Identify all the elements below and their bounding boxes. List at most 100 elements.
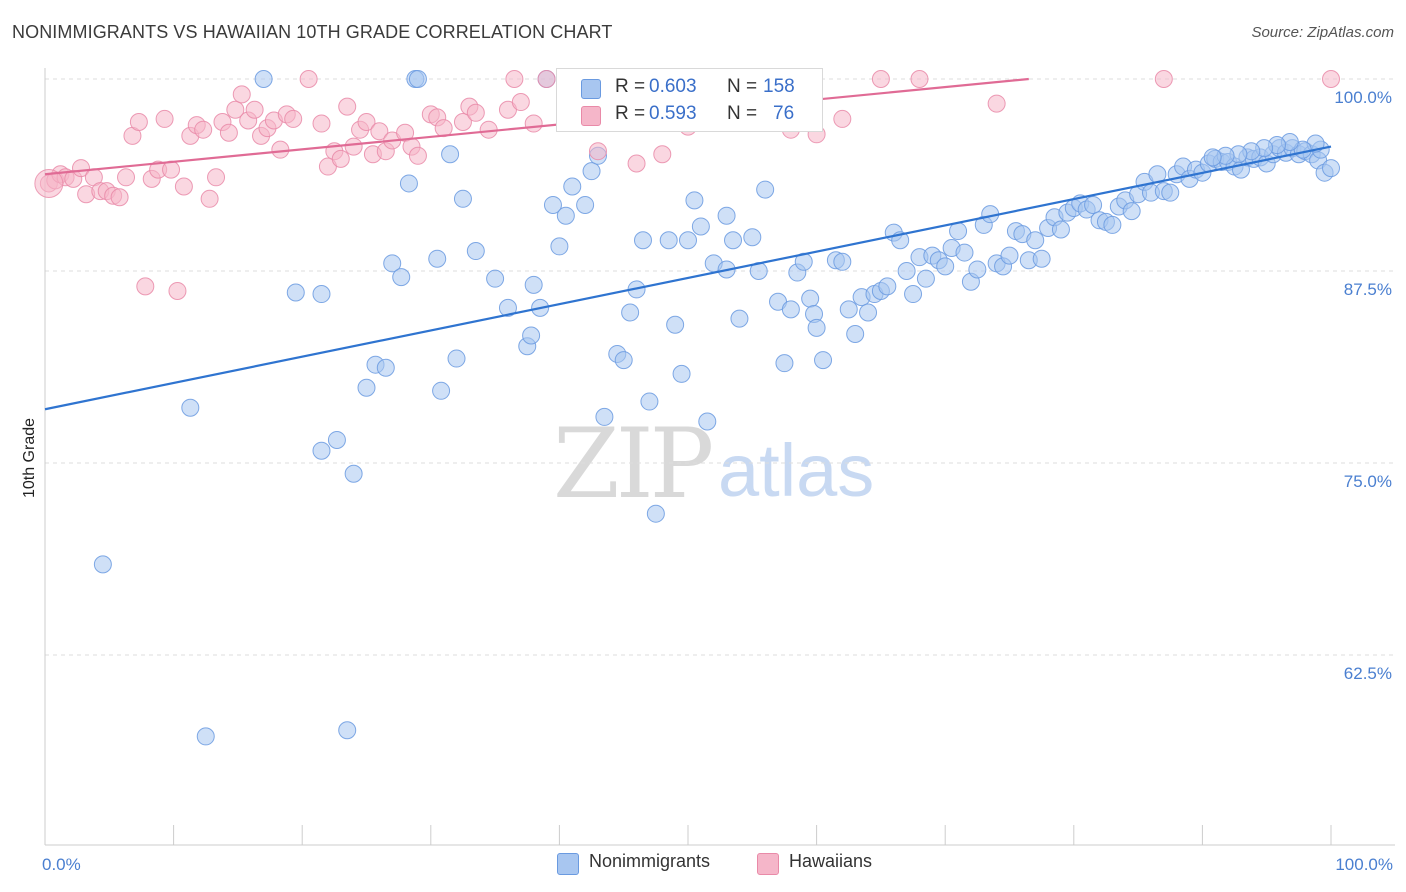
nonimmigrants-point xyxy=(556,206,575,225)
nonimmigrants-point xyxy=(466,242,485,261)
nonimmigrants-point xyxy=(392,268,411,287)
nonimmigrants-point xyxy=(672,364,691,383)
nonimmigrants-point xyxy=(522,326,541,345)
nonimmigrants-point xyxy=(582,162,601,181)
nonimmigrants-point xyxy=(254,70,273,88)
nonimmigrants-point xyxy=(949,222,968,241)
legend-r-value: 0.593 xyxy=(649,103,697,124)
nonimmigrants-point xyxy=(486,269,505,288)
bottom-legend-swatch-hawaiians xyxy=(757,853,779,875)
nonimmigrants-point xyxy=(498,298,517,317)
nonimmigrants-point xyxy=(685,191,704,210)
nonimmigrants-point xyxy=(1032,249,1051,268)
nonimmigrants-point xyxy=(833,252,852,271)
nonimmigrants-point xyxy=(640,392,659,411)
nonimmigrants-point xyxy=(1000,246,1019,265)
hawaiians-point xyxy=(344,137,363,156)
nonimmigrants-point xyxy=(839,300,858,319)
legend-n-value: 76 xyxy=(773,103,795,124)
watermark-zip: ZIP xyxy=(553,408,714,520)
nonimmigrants-point xyxy=(878,277,897,296)
hawaiians-point xyxy=(155,109,174,128)
hawaiians-point xyxy=(219,123,238,142)
y-axis-label: 10th Grade xyxy=(21,418,38,498)
legend-r-label: R = xyxy=(615,76,646,97)
y-tick-label: 100.0% xyxy=(1334,88,1392,107)
hawaiians-point xyxy=(910,70,929,88)
hawaiians-point xyxy=(117,168,136,187)
nonimmigrants-point xyxy=(196,727,215,746)
nonimmigrants-point xyxy=(1203,148,1222,167)
nonimmigrants-point xyxy=(904,285,923,304)
nonimmigrants-point xyxy=(781,300,800,319)
nonimmigrants-point xyxy=(691,217,710,236)
hawaiians-point xyxy=(207,168,226,187)
tick-label-layer: 100.0% 87.5% 75.0% 62.5% 0.0% 100.0% xyxy=(42,88,1393,874)
nonimmigrants-point xyxy=(897,262,916,280)
hawaiians-point xyxy=(136,277,155,296)
hawaiians-trend-line xyxy=(44,77,1029,176)
watermark-atlas: atlas xyxy=(718,429,875,512)
hawaiians-point xyxy=(511,93,530,112)
nonimmigrants-point xyxy=(936,257,955,276)
nonimmigrants-point xyxy=(724,231,743,250)
nonimmigrants-point xyxy=(453,189,472,208)
hawaiians-point xyxy=(271,140,290,159)
legend-n-value: 158 xyxy=(763,76,795,97)
points-layer xyxy=(34,70,1340,746)
legend-n-label: N = xyxy=(727,103,758,124)
nonimmigrants-point xyxy=(717,206,736,225)
y-tick-label: 87.5% xyxy=(1344,280,1392,299)
nonimmigrants-point xyxy=(432,381,451,400)
hawaiians-point xyxy=(226,100,245,119)
nonimmigrants-point xyxy=(327,430,346,449)
source-label: Source: ZipAtlas.com xyxy=(1251,24,1394,41)
hawaiians-point xyxy=(174,177,193,196)
hawaiians-point xyxy=(129,113,148,132)
trend-layer xyxy=(44,77,1332,411)
hawaiians-point xyxy=(466,103,485,122)
nonimmigrants-point xyxy=(376,358,395,377)
x-tick-label: 0.0% xyxy=(42,855,81,874)
nonimmigrants-point xyxy=(1103,215,1122,234)
hawaiians-point-large xyxy=(34,168,64,198)
nonimmigrants-point xyxy=(859,303,878,322)
nonimmigrants-point xyxy=(775,354,794,373)
hawaiians-point xyxy=(987,94,1006,113)
nonimmigrants-point xyxy=(807,318,826,337)
nonimmigrants-point xyxy=(563,177,582,196)
nonimmigrants-point xyxy=(543,195,562,214)
legend-n-label: N = xyxy=(727,76,758,97)
nonimmigrants-point xyxy=(666,315,685,334)
hawaiians-point xyxy=(245,100,264,119)
legend-r-value: 0.603 xyxy=(649,76,697,97)
nonimmigrants-point xyxy=(1161,183,1180,202)
nonimmigrants-point xyxy=(743,228,762,247)
nonimmigrants-point xyxy=(698,412,717,431)
hawaiians-point xyxy=(1154,70,1173,88)
nonimmigrants-point xyxy=(659,231,678,250)
hawaiians-point xyxy=(200,189,219,208)
nonimmigrants-point xyxy=(383,254,402,273)
hawaiians-point xyxy=(312,114,331,133)
hawaiians-point xyxy=(338,97,357,116)
nonimmigrants-point xyxy=(1084,195,1103,214)
nonimmigrants-point xyxy=(524,275,543,294)
hawaiians-point xyxy=(653,145,672,164)
y-tick-label: 75.0% xyxy=(1344,472,1392,491)
x-tick-label: 100.0% xyxy=(1335,855,1393,874)
nonimmigrants-point xyxy=(814,351,833,370)
nonimmigrants-point xyxy=(399,174,418,193)
nonimmigrants-point xyxy=(344,464,363,483)
hawaiians-point xyxy=(1322,70,1340,88)
hawaiians-point xyxy=(168,281,187,300)
hawaiians-point xyxy=(194,120,213,139)
nonimmigrants-point xyxy=(550,237,569,256)
legend-swatch-hawaiians xyxy=(581,106,601,126)
nonimmigrants-point xyxy=(338,721,357,740)
nonimmigrants-point xyxy=(181,398,200,417)
nonimmigrants-point xyxy=(1122,202,1141,221)
nonimmigrants-point xyxy=(1051,220,1070,239)
nonimmigrants-point xyxy=(447,349,466,368)
